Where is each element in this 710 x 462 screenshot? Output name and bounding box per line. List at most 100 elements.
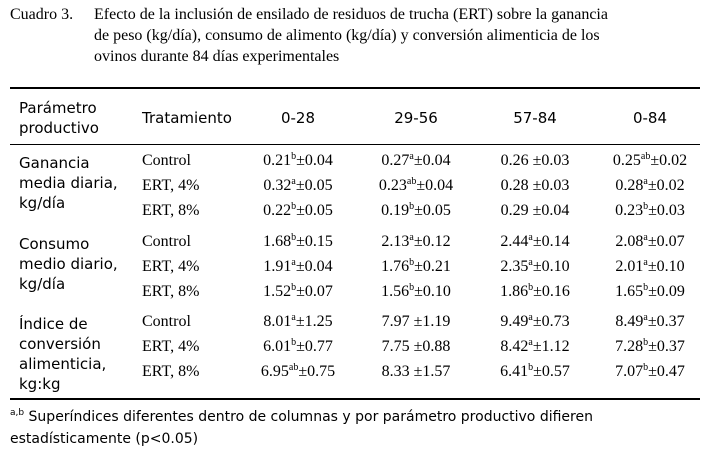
cell-error: ±0.88 <box>413 338 451 355</box>
cell-mean: 7.07 <box>615 363 644 380</box>
table-cell: 2.35a±0.10 <box>475 257 595 277</box>
cell-superscript: a <box>528 312 533 323</box>
footnote: a,b Superíndices diferentes dentro de co… <box>10 406 705 450</box>
table-cell: 6.01b±0.77 <box>238 337 358 357</box>
cell-error: ±0.04 <box>296 152 333 169</box>
table-cell: 0.23b±0.03 <box>590 201 710 221</box>
cell-error: ±0.04 <box>532 202 570 219</box>
cell-mean: 1.86 <box>500 283 529 300</box>
cell-error: ±0.03 <box>532 152 570 169</box>
table-cell: 1.56b±0.10 <box>356 282 476 302</box>
cell-error: ±0.75 <box>298 363 336 380</box>
cell-superscript: a <box>528 337 533 348</box>
cell-mean: 2.44 <box>500 233 529 250</box>
header-period-57-84: 57-84 <box>513 109 557 127</box>
cell-superscript: b <box>291 337 297 348</box>
cell-superscript: b <box>291 151 297 162</box>
table-cell: 9.49a±0.73 <box>475 312 595 332</box>
table-cell: 1.91a±0.04 <box>238 257 358 277</box>
table-bottom-rule <box>10 398 700 400</box>
cell-mean: 0.21 <box>263 152 292 169</box>
cell-error: ±0.07 <box>296 283 333 300</box>
cell-error: ±0.03 <box>648 202 685 219</box>
param-label: Índice de conversión alimenticia, kg:kg <box>19 315 107 393</box>
cell-mean: 1.56 <box>381 283 410 300</box>
cell-superscript: b <box>643 201 649 212</box>
cell-superscript: a <box>643 232 648 243</box>
table-cell: 7.75 ±0.88 <box>356 337 476 357</box>
cell-error: ±0.10 <box>414 283 451 300</box>
table-cell: 0.21b±0.04 <box>238 151 358 171</box>
cell-mean: 8.01 <box>263 313 292 330</box>
treatment-label: ERT, 8% <box>142 202 200 219</box>
cell-superscript: ab <box>288 362 299 373</box>
table-top-rule <box>10 87 700 89</box>
table-cell: 8.42a±1.12 <box>475 337 595 357</box>
cell-mean: 0.32 <box>263 177 292 194</box>
table-cell: 0.19b±0.05 <box>356 201 476 221</box>
table-cell: 7.97 ±1.19 <box>356 312 476 332</box>
table-cell: 8.01a±1.25 <box>238 312 358 332</box>
cell-superscript: a <box>291 257 296 268</box>
cell-superscript: a <box>643 176 648 187</box>
cell-superscript: b <box>643 282 649 293</box>
cell-error: ±0.04 <box>413 152 451 169</box>
table-cell: 0.28a±0.02 <box>590 176 710 196</box>
cell-mean: 7.28 <box>615 338 644 355</box>
header-period-0-28: 0-28 <box>280 109 316 127</box>
cell-mean: 0.27 <box>381 152 410 169</box>
cell-superscript: b <box>643 337 649 348</box>
cell-mean: 8.33 <box>381 363 410 380</box>
table-caption: Cuadro 3. Efecto de la inclusión de ensi… <box>10 4 700 67</box>
cell-superscript: ab <box>406 176 417 187</box>
cell-mean: 2.13 <box>381 233 410 250</box>
table-cell: 0.27a±0.04 <box>356 151 476 171</box>
cell-mean: 0.23 <box>378 177 407 194</box>
cell-superscript: b <box>291 201 297 212</box>
treatment-label: ERT, 4% <box>142 258 200 275</box>
table-cell: 6.41b±0.57 <box>475 362 595 382</box>
cell-superscript: b <box>643 362 649 373</box>
cell-superscript: b <box>409 282 415 293</box>
cell-superscript: a <box>409 232 414 243</box>
cell-superscript: a <box>291 312 296 323</box>
cell-mean: 8.49 <box>615 313 644 330</box>
header-period-0-84: 0-84 <box>632 109 668 127</box>
treatment-label: ERT, 8% <box>142 283 200 300</box>
cell-mean: 6.41 <box>500 363 529 380</box>
cell-mean: 1.91 <box>263 258 292 275</box>
header-param: Parámetro productivo <box>19 99 99 137</box>
cell-error: ±0.77 <box>296 338 333 355</box>
cell-error: ±1.25 <box>295 313 333 330</box>
cell-mean: 6.95 <box>260 363 289 380</box>
table-cell: 0.28 ±0.03 <box>475 176 595 196</box>
table-cell: 0.23ab±0.04 <box>356 176 476 196</box>
cell-mean: 1.52 <box>263 283 292 300</box>
table-cell: 6.95ab±0.75 <box>238 362 358 382</box>
table-cell: 0.26 ±0.03 <box>475 151 595 171</box>
table-cell: 2.08a±0.07 <box>590 232 710 252</box>
cell-error: ±0.16 <box>533 283 570 300</box>
treatment-label: Control <box>142 313 191 330</box>
cell-error: ±0.10 <box>647 258 685 275</box>
cell-superscript: a <box>528 232 533 243</box>
cell-superscript: b <box>528 362 534 373</box>
cell-mean: 7.97 <box>381 313 410 330</box>
cell-error: ±0.05 <box>295 177 333 194</box>
table-cell: 0.29 ±0.04 <box>475 201 595 221</box>
cell-error: ±0.02 <box>650 152 688 169</box>
caption-label: Cuadro 3. <box>10 6 74 23</box>
footnote-superscript: a,b <box>10 408 25 418</box>
cell-error: ±0.10 <box>532 258 570 275</box>
cell-error: ±0.14 <box>532 233 570 250</box>
cell-error: ±0.73 <box>532 313 570 330</box>
cell-mean: 0.23 <box>615 202 644 219</box>
table-cell: 1.52b±0.07 <box>238 282 358 302</box>
cell-superscript: a <box>528 257 533 268</box>
table-cell: 8.33 ±1.57 <box>356 362 476 382</box>
cell-superscript: a <box>409 151 414 162</box>
cell-error: ±0.37 <box>647 313 685 330</box>
table-cell: 0.32a±0.05 <box>238 176 358 196</box>
cell-mean: 0.22 <box>263 202 292 219</box>
cell-error: ±0.21 <box>414 258 451 275</box>
